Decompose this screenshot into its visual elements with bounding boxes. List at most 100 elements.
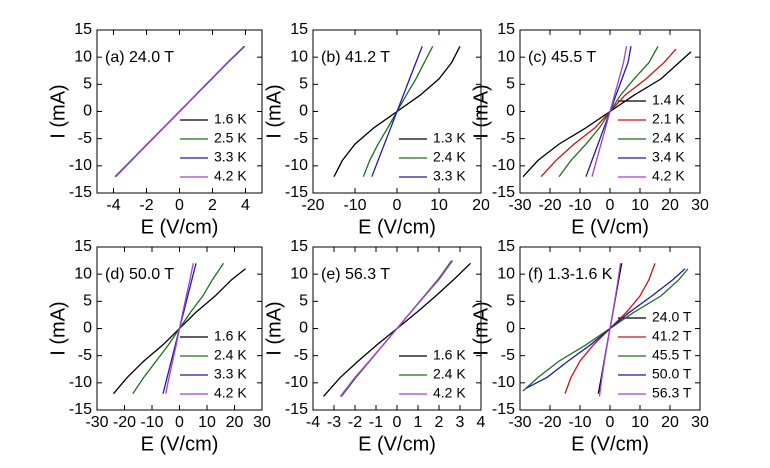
legend-label: 45.5 T — [652, 347, 692, 363]
y-tick-label: 15 — [74, 21, 92, 38]
series-line — [371, 46, 423, 177]
y-tick-label: 10 — [290, 265, 308, 282]
x-tick-label: -20 — [301, 197, 324, 214]
y-tick-label: -10 — [492, 157, 515, 174]
x-axis-label: E (V/cm) — [358, 433, 436, 455]
x-tick-label: 30 — [253, 414, 271, 431]
x-tick-label: 10 — [430, 197, 448, 214]
x-axis-label: E (V/cm) — [141, 216, 219, 238]
x-tick-label: 0 — [393, 197, 402, 214]
panel-annotation: (d) 50.0 T — [105, 266, 174, 283]
y-tick-label: -10 — [285, 157, 308, 174]
x-tick-label: 20 — [226, 414, 244, 431]
legend-label: 50.0 T — [652, 366, 692, 382]
y-tick-label: -5 — [501, 347, 515, 364]
x-tick-label: -10 — [568, 414, 591, 431]
y-tick-label: -5 — [78, 347, 92, 364]
x-tick-label: 3 — [456, 414, 465, 431]
x-tick-label: -1 — [369, 414, 383, 431]
plot-frame — [312, 29, 482, 194]
y-tick-label: -10 — [285, 374, 308, 391]
x-tick-label: 10 — [198, 414, 216, 431]
y-tick-label: -15 — [69, 401, 92, 418]
legend-label: 2.4 K — [433, 149, 466, 165]
plot-frame — [96, 29, 263, 194]
plot-frame — [312, 246, 482, 411]
y-tick-label: 10 — [290, 48, 308, 65]
legend-label: 2.1 K — [652, 111, 685, 127]
y-tick-label: 15 — [290, 238, 308, 255]
y-tick-label: 0 — [506, 103, 515, 120]
y-tick-label: 10 — [497, 265, 515, 282]
legend-label: 1.6 K — [214, 328, 247, 344]
legend-label: 4.2 K — [652, 168, 685, 184]
x-tick-label: 0 — [606, 197, 615, 214]
y-tick-label: -10 — [492, 374, 515, 391]
y-tick-label: -15 — [285, 184, 308, 201]
x-tick-label: 0 — [175, 197, 184, 214]
x-tick-label: 30 — [691, 414, 709, 431]
legend-label: 1.4 K — [652, 92, 685, 108]
y-tick-label: 0 — [299, 320, 308, 337]
y-tick-label: 0 — [299, 103, 308, 120]
x-tick-label: 20 — [472, 197, 490, 214]
x-tick-label: -20 — [538, 197, 561, 214]
y-tick-label: 5 — [299, 293, 308, 310]
legend-label: 2.4 K — [433, 366, 466, 382]
x-tick-label: 30 — [691, 197, 709, 214]
y-tick-label: -5 — [294, 347, 308, 364]
y-axis-label: I (mA) — [470, 301, 492, 355]
y-tick-label: 15 — [497, 238, 515, 255]
x-tick-label: 10 — [631, 414, 649, 431]
x-tick-label: 2 — [435, 414, 444, 431]
x-tick-label: -3 — [327, 414, 341, 431]
series-line — [165, 263, 194, 394]
y-axis-label: I (mA) — [263, 84, 285, 138]
legend-label: 2.4 K — [214, 347, 247, 363]
legend-label: 3.3 K — [214, 366, 247, 382]
x-tick-label: -10 — [343, 197, 366, 214]
x-tick-label: -20 — [113, 414, 136, 431]
y-tick-label: -15 — [285, 401, 308, 418]
y-tick-label: 0 — [83, 320, 92, 337]
x-tick-label: 4 — [477, 414, 486, 431]
y-tick-label: -15 — [492, 184, 515, 201]
x-tick-label: -20 — [538, 414, 561, 431]
x-tick-label: -2 — [139, 197, 153, 214]
x-axis-label: E (V/cm) — [571, 216, 649, 238]
y-tick-label: -5 — [294, 130, 308, 147]
plot-frame — [519, 29, 701, 194]
y-tick-label: 15 — [290, 21, 308, 38]
legend-label: 56.3 T — [652, 385, 692, 401]
y-tick-label: -10 — [69, 157, 92, 174]
x-axis-label: E (V/cm) — [141, 433, 219, 455]
plot-frame — [96, 246, 263, 411]
x-tick-label: 4 — [241, 197, 250, 214]
panel-annotation: (b) 41.2 T — [321, 49, 390, 66]
x-tick-label: -30 — [508, 197, 531, 214]
y-tick-label: -5 — [78, 130, 92, 147]
y-axis-label: I (mA) — [47, 84, 69, 138]
legend-label: 3.4 K — [652, 149, 685, 165]
y-axis-label: I (mA) — [470, 84, 492, 138]
legend-label: 2.5 K — [214, 130, 247, 146]
y-tick-label: -15 — [492, 401, 515, 418]
y-tick-label: 5 — [506, 76, 515, 93]
series-line — [115, 45, 245, 178]
y-tick-label: 15 — [497, 21, 515, 38]
y-tick-label: 10 — [74, 265, 92, 282]
series-line — [591, 46, 628, 177]
x-tick-label: -10 — [140, 414, 163, 431]
legend-label: 1.6 K — [433, 347, 466, 363]
x-tick-label: -4 — [106, 197, 120, 214]
x-tick-label: 0 — [393, 414, 402, 431]
x-tick-label: -30 — [85, 414, 108, 431]
plot-frame — [519, 246, 701, 411]
x-tick-label: -4 — [306, 414, 320, 431]
y-tick-label: -10 — [69, 374, 92, 391]
legend-label: 4.2 K — [433, 385, 466, 401]
